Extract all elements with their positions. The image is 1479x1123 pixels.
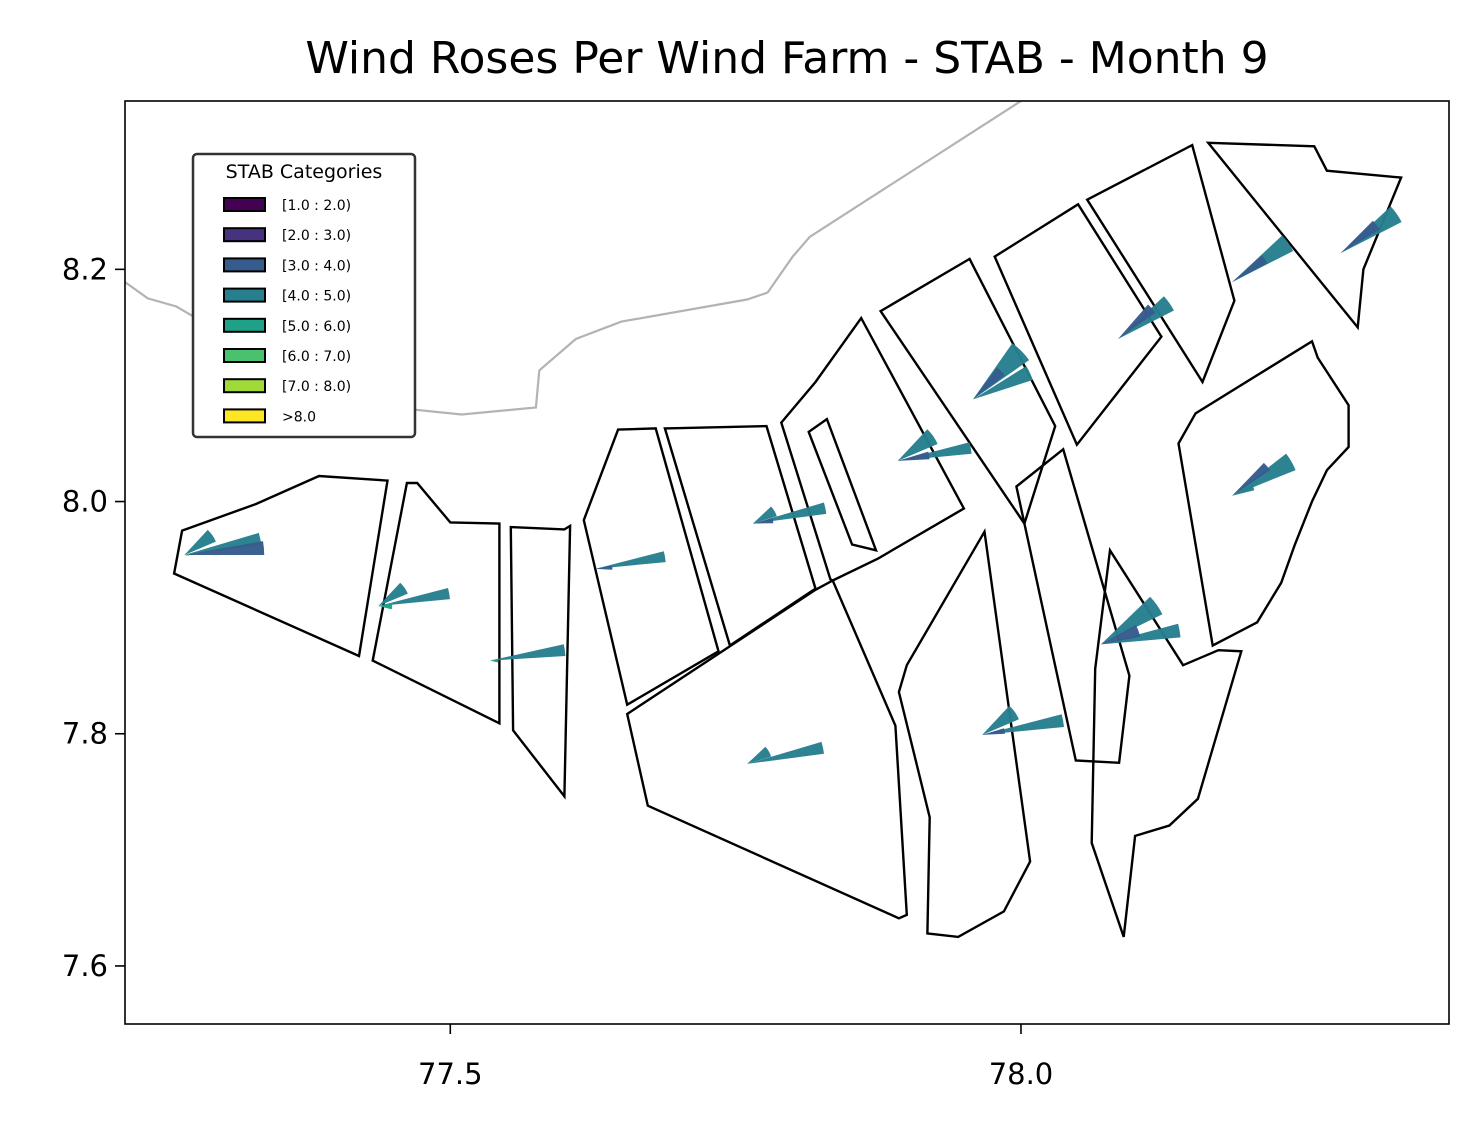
wind-rose-petal <box>897 451 930 461</box>
x-tick-label: 78.0 <box>989 1057 1054 1091</box>
wind-farm-outline-4 <box>582 427 720 707</box>
wind-rose-4 <box>595 551 666 570</box>
legend-label: [5.0 : 6.0) <box>282 319 351 335</box>
wind-farm-outline-7 <box>779 315 966 582</box>
wind-rose-10 <box>1100 596 1181 645</box>
y-axis: 7.6 7.8 8.0 8.2 <box>62 252 125 983</box>
wind-rose-2 <box>378 582 450 610</box>
x-tick-label: 77.5 <box>418 1057 483 1091</box>
wind-rose-petal <box>1232 255 1268 283</box>
legend-entries: [1.0 : 2.0) [2.0 : 3.0) [3.0 : 4.0) [4.0 : … <box>223 197 351 425</box>
wind-rose-petal <box>595 565 613 570</box>
y-tick-label: 7.6 <box>62 949 108 983</box>
wind-farm-outline-12 <box>1205 141 1403 331</box>
wind-rose-petal <box>982 705 1019 735</box>
wind-rose-petal <box>752 506 777 524</box>
wind-rose-petal <box>490 658 499 663</box>
wind-farm-outline-11 <box>1085 143 1236 385</box>
wind-rose-7 <box>897 429 972 461</box>
wind-farm-outline-15 <box>897 528 1032 939</box>
chart-title: Wind Roses Per Wind Farm - STAB - Month … <box>305 33 1268 84</box>
wind-rose-petal <box>184 554 189 556</box>
wind-rose-petal <box>1100 596 1163 645</box>
legend-label: [6.0 : 7.0) <box>282 349 351 365</box>
legend-box <box>191 152 417 439</box>
wind-rose-petal <box>184 541 265 555</box>
x-axis: 77.5 78.0 <box>418 1024 1053 1091</box>
legend-label: [1.0 : 2.0) <box>282 198 351 214</box>
legend-swatch <box>223 378 266 394</box>
legend-label: [2.0 : 3.0) <box>282 228 351 244</box>
legend-swatch <box>223 287 266 303</box>
wind-rose-petal <box>1340 220 1380 254</box>
wind-rose-petal <box>1118 304 1156 339</box>
wind-rose-petal <box>378 582 408 606</box>
wind-rose-petal <box>595 551 666 569</box>
wind-farm-outline-16 <box>1015 447 1131 765</box>
y-tick-label: 8.2 <box>62 252 108 286</box>
legend-swatch <box>223 197 266 212</box>
wind-rose-petal <box>1100 625 1141 645</box>
wind-rose-12 <box>1232 453 1296 496</box>
wind-farm-outline-13 <box>1177 339 1350 648</box>
wind-rose-3 <box>490 644 566 663</box>
wind-rose-9 <box>973 343 1033 400</box>
wind-farm-outline-3 <box>509 523 572 800</box>
legend: STAB Categories [1.0 : 2.0) [2.0 : 3.0) [3… <box>191 152 417 439</box>
wind-rose-layer <box>184 206 1402 764</box>
legend-swatch <box>223 227 266 243</box>
legend-label: [4.0 : 5.0) <box>282 289 351 305</box>
wind-rose-petal <box>747 746 772 764</box>
wind-farm-outline-2 <box>371 481 501 726</box>
plot-area <box>125 101 1403 939</box>
wind-rose-1 <box>184 529 265 556</box>
wind-rose-8 <box>982 705 1064 735</box>
y-tick-label: 8.0 <box>62 485 108 519</box>
legend-swatch <box>223 348 266 363</box>
wind-rose-petal <box>897 429 938 461</box>
wind-rose-petal <box>1232 485 1255 496</box>
wind-farm-outline-14 <box>1090 546 1243 938</box>
wind-rose-14 <box>1340 206 1402 254</box>
wind-rose-petal <box>378 588 450 606</box>
wind-rose-petal <box>1232 462 1270 496</box>
legend-label: [3.0 : 4.0) <box>282 258 351 274</box>
y-tick-label: 7.8 <box>62 717 108 751</box>
axes-frame <box>124 100 1450 1025</box>
legend-label: >8.0 <box>282 409 316 425</box>
wind-rose-5 <box>747 741 824 764</box>
legend-swatch <box>223 408 266 424</box>
wind-rose-6 <box>752 502 827 524</box>
legend-swatch <box>223 317 266 333</box>
wind-rose-petal <box>490 644 566 661</box>
wind-farm-outline-9 <box>878 257 1057 527</box>
wind-rose-petal <box>752 518 774 524</box>
wind-farm-outline-6 <box>625 578 909 920</box>
wind-rose-petal <box>378 602 393 610</box>
wind-farm-layer <box>172 141 1403 939</box>
legend-title: STAB Categories <box>226 161 383 183</box>
wind-rose-petal <box>184 532 262 555</box>
wind-rose-petal <box>184 529 216 555</box>
wind-rose-petal <box>752 502 827 524</box>
legend-label: [7.0 : 8.0) <box>282 379 351 395</box>
wind-rose-11 <box>1118 296 1174 339</box>
wind-farm-outline-10 <box>993 202 1163 448</box>
legend-swatch <box>223 257 266 273</box>
wind-farm-outline-1 <box>172 474 389 658</box>
wind-rose-13 <box>1232 235 1294 283</box>
wind-rose-petal <box>973 366 1033 400</box>
wind-rose-petal <box>747 741 824 764</box>
wind-rose-petal <box>973 367 1005 400</box>
wind-rose-petal <box>1232 453 1296 496</box>
wind-rose-petal <box>982 728 1005 735</box>
wind-farm-outline-8 <box>807 417 878 553</box>
